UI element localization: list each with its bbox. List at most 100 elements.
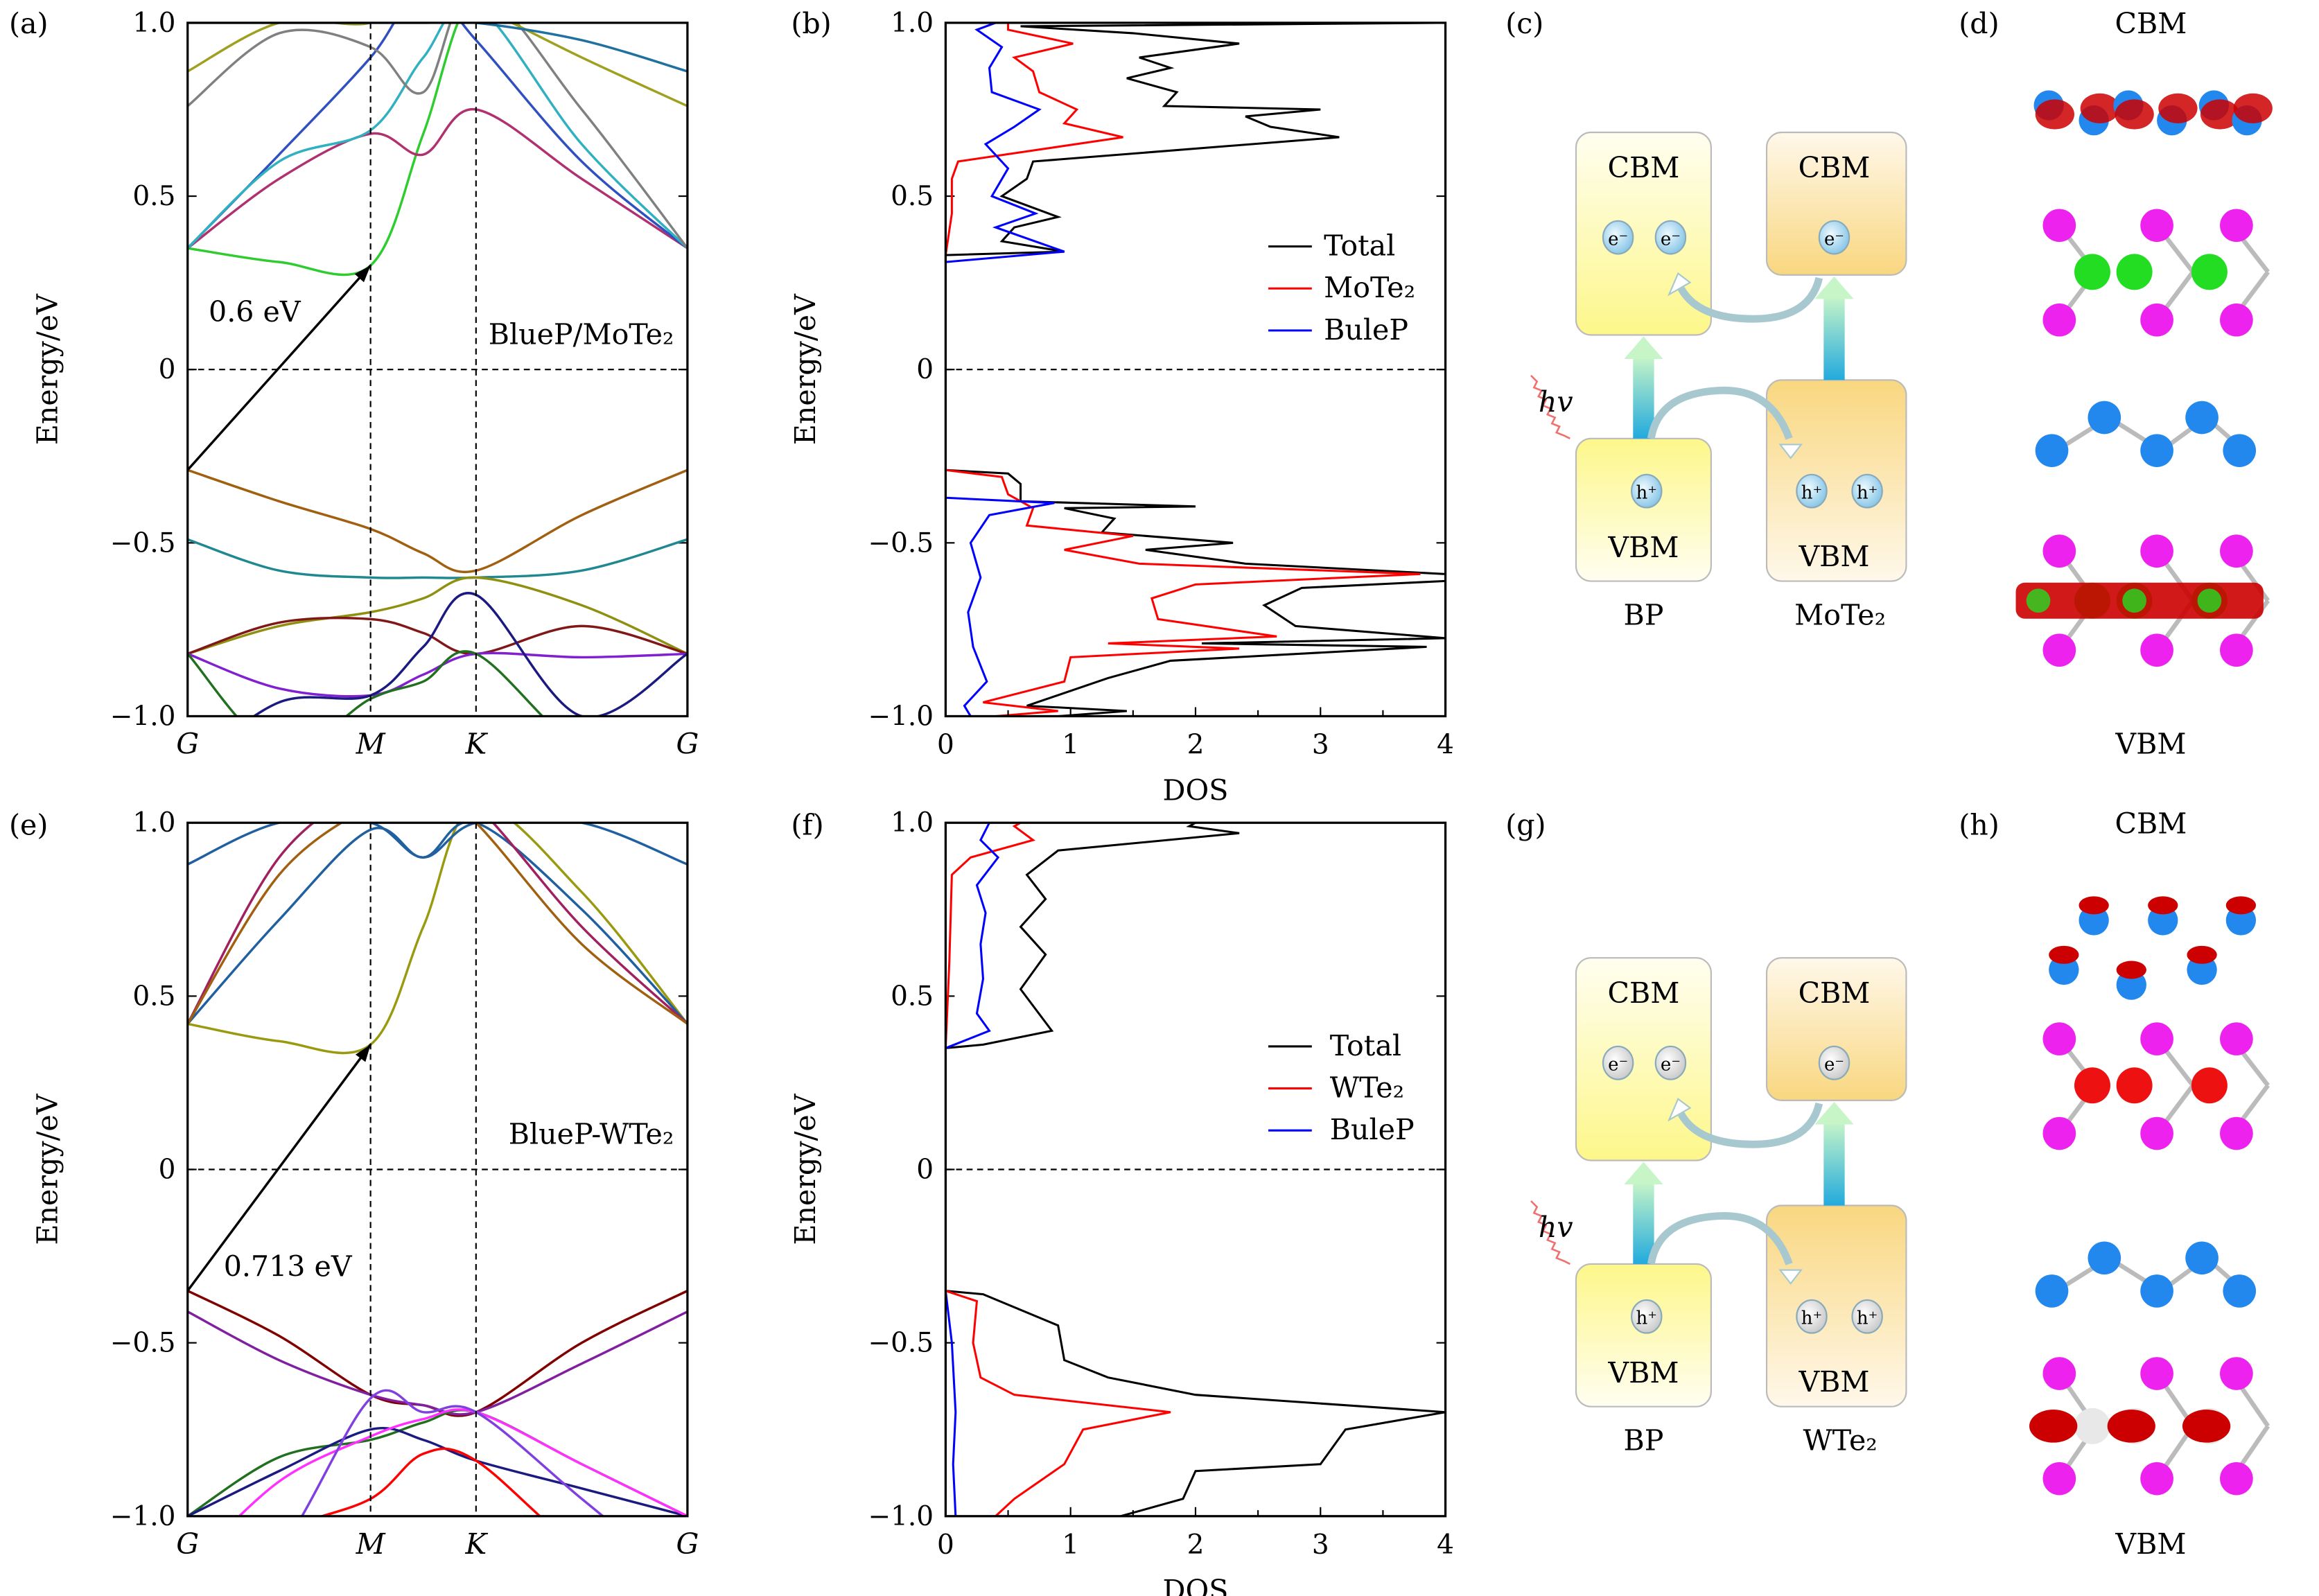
- te-atom: [2140, 1022, 2173, 1055]
- y-tick-label: 0: [916, 354, 934, 385]
- p-atom: [2185, 1241, 2219, 1275]
- photon-label: hv: [1539, 385, 1573, 419]
- legend-label: MoTe₂: [1324, 271, 1415, 304]
- hole-particle: [1631, 1299, 1663, 1334]
- y-tick-label: 1.0: [891, 807, 934, 839]
- panel-label-c: (c): [1505, 7, 1543, 40]
- charge-density-isosurface: [2158, 93, 2198, 124]
- band-13: [187, 650, 544, 717]
- electron-transfer-arrow: [1677, 277, 1823, 323]
- hole-particle: [1851, 473, 1883, 509]
- y-axis-label: Energy/eV: [789, 1093, 822, 1245]
- dos-series-2-segment-0: [945, 22, 1065, 263]
- plot-area: [945, 22, 1446, 717]
- hole-transfer-arrow: [1647, 386, 1793, 440]
- p-atom: [2035, 1274, 2069, 1308]
- electron-particle: [1654, 1045, 1687, 1080]
- heterostructure-label: BlueP-WTe₂: [509, 1118, 674, 1151]
- chart-a: −1.0 −0.5 0 0.5 1.0 Energy/eV G M K G 0.6 eV BlueP/…: [30, 8, 699, 761]
- te-atom: [2220, 1116, 2253, 1150]
- legend-label: Total: [1330, 1029, 1401, 1062]
- vbm-label: VBM: [1607, 1356, 1679, 1389]
- hole-transfer-arrow: [1647, 1212, 1793, 1265]
- metal-atom: [2197, 588, 2222, 613]
- charge-density-isosurface: [2107, 1410, 2155, 1443]
- metal-atom: [2122, 588, 2146, 613]
- band-7: [187, 1409, 688, 1516]
- te-atom: [2140, 209, 2173, 243]
- charge-density-isosurface: [2233, 93, 2273, 124]
- dos-series-1-segment-0: [945, 823, 1035, 1049]
- band-6: [187, 22, 688, 73]
- photon-wave-icon: [1530, 374, 1570, 439]
- metal-atom: [2074, 1408, 2110, 1444]
- p-atom: [2088, 1241, 2121, 1275]
- band-10: [187, 616, 688, 656]
- charge-density-isosurface: [2148, 896, 2178, 915]
- charge-density-isosurface: [2029, 1410, 2078, 1443]
- plot-area: [945, 823, 1446, 1516]
- dos-series-0-segment-0: [945, 22, 1446, 256]
- legend-label: Total: [1324, 229, 1395, 263]
- y-tick-label: −0.5: [868, 1328, 934, 1359]
- x-tick-label: 2: [1187, 1529, 1205, 1561]
- charge-density-isosurface: [2079, 896, 2109, 915]
- te-atom: [2220, 633, 2253, 667]
- te-atom: [2140, 1357, 2173, 1390]
- electron-symbol: e⁻: [1824, 229, 1844, 249]
- band-gap-label: 0.713 eV: [224, 1249, 353, 1283]
- x-axis-label: DOS: [1163, 1574, 1229, 1596]
- hole-symbol: h⁺: [1801, 1308, 1822, 1329]
- excitation-arrow-head: [1624, 336, 1663, 360]
- band-gap-label: 0.6 eV: [209, 295, 301, 328]
- band-9: [237, 1408, 688, 1516]
- electron-particle: [1818, 220, 1850, 255]
- te-atom: [2220, 209, 2253, 243]
- cbm-label: CBM: [2115, 7, 2187, 40]
- panel-label-h: (h): [1959, 809, 1999, 842]
- plot-frame: [944, 821, 1447, 1518]
- plot-frame: [186, 21, 689, 718]
- band-11: [318, 1447, 542, 1516]
- plot-frame: [944, 21, 1447, 718]
- y-tick-label: −1.0: [110, 701, 176, 732]
- band-8: [187, 1426, 688, 1516]
- te-atom: [2042, 1022, 2076, 1055]
- charts: −1.0 −0.5 0 0.5 1.0 Energy/eV G M K G 0.6 eV BlueP/…: [30, 8, 1454, 1596]
- legend-label: WTe₂: [1330, 1071, 1404, 1105]
- hole-particle: [1796, 1299, 1828, 1334]
- band-2: [187, 22, 688, 249]
- band-4: [187, 22, 688, 249]
- band-1: [187, 108, 688, 249]
- panel-label-a: (a): [9, 7, 49, 40]
- te-atom: [2140, 1462, 2173, 1496]
- structure-h: CBM VBM: [2029, 807, 2270, 1561]
- electron-symbol: e⁻: [1608, 1055, 1628, 1076]
- metal-atom: [2074, 254, 2110, 290]
- gap-arrowhead: [354, 265, 371, 283]
- band-7: [187, 468, 688, 573]
- tmd-cbm-box: [1765, 131, 1907, 276]
- y-tick-label: −1.0: [868, 701, 934, 732]
- excitation-arrow-head: [1814, 1102, 1854, 1125]
- y-tick-label: −1.0: [110, 1501, 176, 1532]
- metal-atom: [2116, 254, 2153, 290]
- band-12: [252, 592, 688, 717]
- electron-symbol: e⁻: [1661, 229, 1681, 249]
- band-4: [187, 823, 688, 866]
- charge-density-isosurface: [2225, 896, 2257, 915]
- vbm-label: VBM: [1798, 1365, 1869, 1398]
- cbm-label: CBM: [1608, 151, 1680, 184]
- charge-density-isosurface: [2182, 1410, 2231, 1443]
- x-axis-label: DOS: [1163, 774, 1229, 807]
- metal-atom: [2191, 1067, 2228, 1104]
- electron-particle: [1654, 220, 1687, 255]
- y-tick-label: −0.5: [868, 527, 934, 559]
- band-8: [187, 538, 688, 579]
- band-9: [187, 576, 688, 656]
- hole-symbol: h⁺: [1801, 482, 1822, 503]
- left-material-label: BP: [1623, 598, 1663, 631]
- p-atom: [2088, 401, 2121, 435]
- electron-particle: [1602, 220, 1634, 255]
- electron-particle: [1818, 1045, 1850, 1080]
